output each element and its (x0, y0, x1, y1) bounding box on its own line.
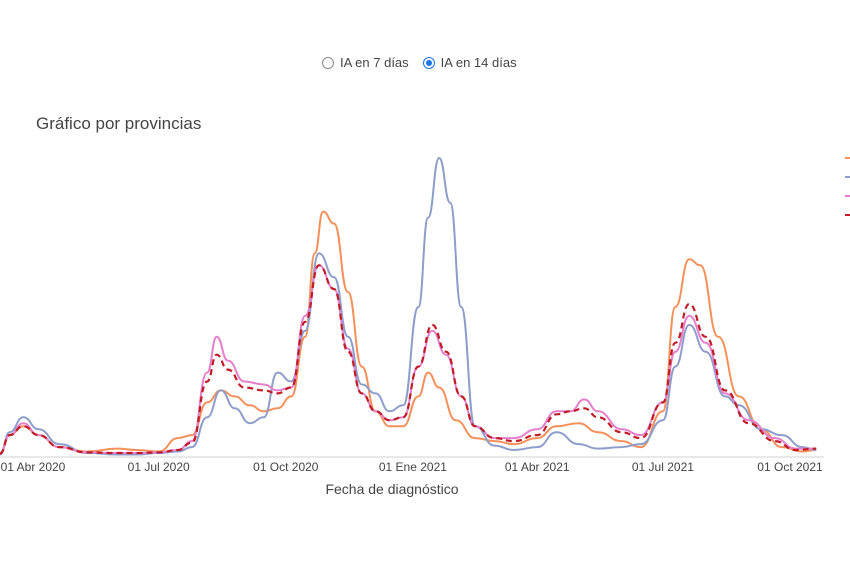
x-tick-label: 01 Jul 2020 (128, 460, 190, 474)
radio-label-ia-14-dias: IA en 14 días (440, 55, 517, 70)
x-tick-label: 01 Abr 2020 (1, 460, 66, 474)
x-axis-ticks: 01 Abr 2020 01 Jul 2020 01 Oct 2020 01 Ene … (1, 460, 823, 474)
radio-option-ia-7-dias[interactable]: IA en 7 días (322, 55, 409, 70)
legend (845, 157, 850, 216)
series-line-3 (0, 264, 817, 455)
x-tick-label: 01 Abr 2021 (505, 460, 570, 474)
x-tick-label: 01 Oct 2021 (757, 460, 823, 474)
series-line-4 (0, 264, 817, 455)
x-tick-label: 01 Oct 2020 (253, 460, 319, 474)
indicator-radio-group: IA en 7 días IA en 14 días (322, 55, 531, 70)
x-axis-title: Fecha de diagnóstico (325, 481, 458, 497)
x-tick-label: 01 Ene 2021 (379, 460, 447, 474)
plot-lines (0, 156, 817, 456)
x-tick-label: 01 Jul 2021 (632, 460, 694, 474)
radio-button-ia-7-dias[interactable] (322, 56, 334, 69)
series-line-1 (0, 210, 817, 454)
chart-title: Gráfico por provincias (36, 114, 202, 133)
radio-button-ia-14-dias[interactable] (422, 56, 435, 69)
radio-label-ia-7-dias: IA en 7 días (340, 55, 409, 70)
radio-option-ia-14-dias[interactable]: IA en 14 días (422, 55, 517, 70)
